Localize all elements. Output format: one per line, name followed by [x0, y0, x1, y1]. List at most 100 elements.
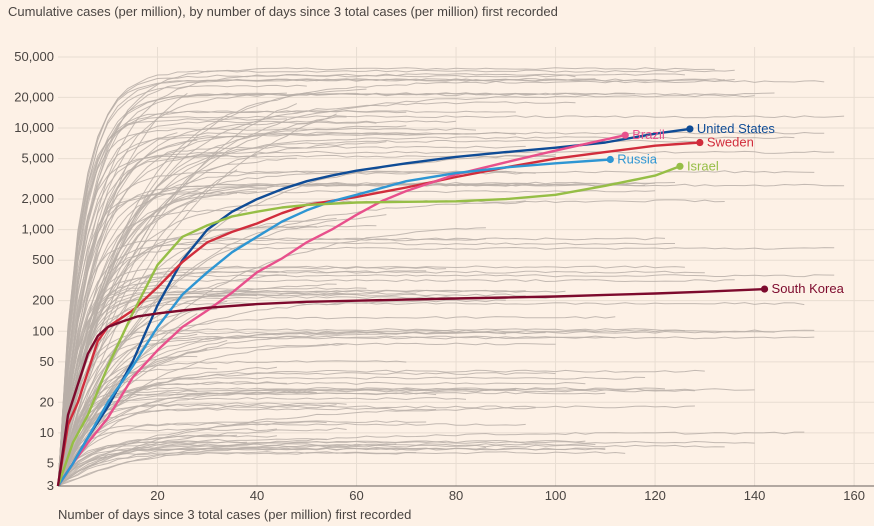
y-tick-label: 1,000 [21, 222, 54, 237]
country-line [57, 110, 407, 487]
country-line [57, 183, 845, 486]
country-line [57, 170, 516, 486]
country-line [57, 181, 676, 487]
country-line [57, 331, 546, 486]
y-tick-label: 2,000 [21, 191, 54, 206]
series-end-dot-south-korea [760, 285, 769, 293]
country-line [57, 451, 417, 487]
country-line [57, 431, 805, 487]
country-line [57, 444, 725, 487]
country-line [57, 92, 287, 487]
country-line [57, 387, 666, 486]
country-line [57, 274, 835, 487]
series-line-sweden [56, 141, 700, 487]
series-line-israel [56, 165, 681, 487]
country-line [57, 376, 646, 486]
y-tick-label: 100 [32, 323, 54, 338]
country-line [57, 214, 387, 486]
x-tick-label: 60 [349, 488, 363, 503]
y-tick-label: 3 [47, 478, 54, 493]
y-tick-label: 500 [32, 252, 54, 267]
country-line [57, 289, 526, 487]
y-tick-label: 20 [40, 394, 54, 409]
country-line [57, 446, 486, 486]
country-line [57, 109, 516, 487]
country-line [57, 125, 407, 487]
country-line [57, 132, 516, 486]
series-label-united-states: United States [697, 121, 776, 136]
series-label-russia: Russia [617, 152, 658, 167]
country-line [57, 117, 287, 487]
country-line [57, 369, 705, 487]
country-line [57, 389, 695, 486]
country-line [57, 145, 526, 487]
country-line [57, 428, 277, 487]
y-tick-label: 50,000 [14, 49, 54, 64]
country-line [57, 139, 695, 487]
country-line [57, 443, 397, 487]
grid [58, 47, 874, 487]
country-line [57, 439, 586, 487]
country-line [57, 78, 735, 486]
country-line [57, 420, 427, 487]
x-tick-label: 160 [843, 488, 865, 503]
country-line [57, 265, 685, 487]
x-tick-label: 80 [449, 488, 463, 503]
country-line [57, 242, 675, 486]
country-line [57, 330, 775, 486]
series-label-brazil: Brazil [632, 127, 665, 142]
series-label-israel: Israel [687, 158, 719, 173]
x-tick-label: 120 [644, 488, 666, 503]
country-line [57, 115, 845, 486]
series-end-dot-united-states [686, 125, 694, 133]
country-line [57, 92, 775, 486]
y-tick-label: 200 [32, 293, 54, 308]
series-end-dot-sweden [696, 138, 704, 147]
country-line [57, 333, 198, 487]
country-line [57, 155, 258, 486]
country-line [57, 141, 387, 486]
country-line [57, 336, 815, 487]
series-end-dot-brazil [621, 131, 629, 139]
country-line [57, 434, 238, 487]
y-tick-label: 10 [40, 425, 54, 440]
y-tick-label: 20,000 [14, 89, 54, 104]
country-line [57, 121, 377, 487]
country-line [57, 293, 526, 487]
country-line [57, 270, 705, 486]
country-line [57, 342, 347, 487]
x-tick-label: 140 [744, 488, 766, 503]
series-label-south-korea: South Korea [772, 281, 845, 296]
country-line [57, 182, 656, 487]
country-line [57, 101, 576, 487]
country-line [57, 427, 347, 487]
series-label-sweden: Sweden [707, 135, 754, 150]
country-line [57, 328, 685, 487]
y-tick-label: 5 [47, 455, 54, 470]
country-line [57, 84, 307, 487]
country-line [57, 291, 417, 486]
country-line [57, 77, 596, 487]
chart-title: Cumulative cases (per million), by numbe… [8, 4, 558, 19]
series-end-dot-israel [676, 162, 684, 170]
country-line [57, 397, 467, 487]
country-line [57, 224, 377, 487]
country-line [57, 238, 486, 487]
country-line [57, 422, 526, 487]
country-line [57, 67, 715, 487]
y-axis-ticks: 3 5 10 20 50 100 200 500 1,000 2,000 5,000 10,000 20… [14, 49, 54, 493]
highlighted-country-lines [56, 127, 765, 487]
country-line [57, 447, 606, 486]
country-line [57, 93, 536, 487]
y-tick-label: 50 [40, 354, 54, 369]
other-countries-lines [57, 67, 845, 487]
country-line [57, 188, 268, 487]
country-line [57, 78, 725, 487]
country-line [57, 440, 198, 487]
country-line [57, 88, 367, 486]
x-tick-label: 100 [545, 488, 567, 503]
x-tick-label: 40 [250, 488, 264, 503]
country-line [57, 73, 685, 486]
country-line [57, 407, 437, 487]
